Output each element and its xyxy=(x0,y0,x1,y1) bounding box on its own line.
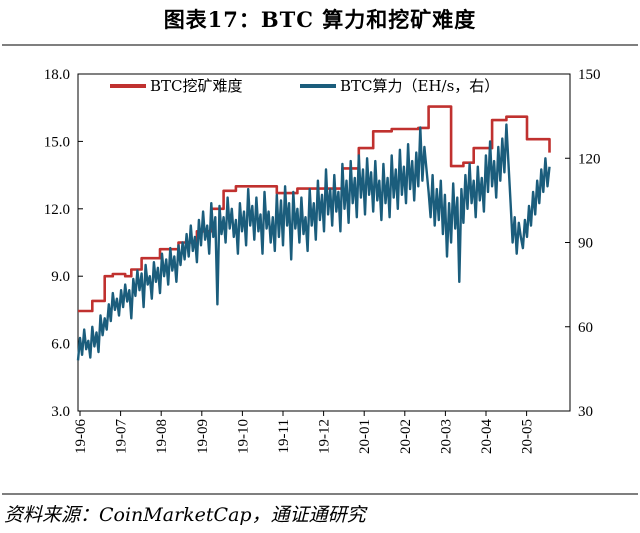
axes: 3.0 6.0 9.0 12.0 15.0 18.0 30 60 90 120 150 19-06 19… xyxy=(44,67,601,454)
y-left-tick-label: 3.0 xyxy=(51,404,70,420)
y-right-tick-label: 30 xyxy=(578,404,593,420)
x-tick-label: 20-03 xyxy=(438,419,454,454)
x-tick-label: 19-12 xyxy=(317,419,333,454)
x-tick-label: 20-02 xyxy=(398,419,414,454)
y-left-tick-label: 15.0 xyxy=(44,134,70,150)
chart-title: 图表17：BTC 算力和挖矿难度 xyxy=(163,7,477,32)
x-tick-label: 19-06 xyxy=(73,419,89,454)
y-left-tick-label: 12.0 xyxy=(44,202,70,218)
x-tick-label: 19-09 xyxy=(195,419,211,454)
y-left-tick-label: 9.0 xyxy=(51,269,70,285)
legend: BTC挖矿难度 BTC算力（EH/s，右） xyxy=(110,77,499,95)
plot-frame xyxy=(77,73,571,412)
y-right-tick-label: 120 xyxy=(578,151,601,167)
x-tick-label: 19-10 xyxy=(235,419,251,454)
x-tick-label: 19-07 xyxy=(114,419,130,454)
y-left-tick-label: 6.0 xyxy=(51,337,70,353)
y-left-tick-label: 18.0 xyxy=(44,67,70,83)
x-tick-label: 20-01 xyxy=(357,419,373,454)
bottom-rule xyxy=(2,493,638,495)
source-note: 资料来源：CoinMarketCap，通证通研究 xyxy=(4,504,366,526)
x-tick-label: 20-04 xyxy=(479,419,495,454)
x-tick-label: 19-11 xyxy=(276,419,292,453)
legend-label: BTC算力（EH/s，右） xyxy=(340,77,499,95)
x-tick-label: 19-08 xyxy=(154,419,170,454)
series-layer xyxy=(76,105,551,361)
y-right-tick-label: 90 xyxy=(578,236,593,252)
series-line-hashrate xyxy=(76,123,551,361)
y-right-tick-label: 60 xyxy=(578,320,593,336)
legend-label: BTC挖矿难度 xyxy=(150,77,243,95)
y-right-tick-label: 150 xyxy=(578,67,601,83)
series-line-difficulty xyxy=(78,105,551,313)
top-rule xyxy=(2,44,638,46)
x-tick-label: 20-05 xyxy=(520,419,536,454)
